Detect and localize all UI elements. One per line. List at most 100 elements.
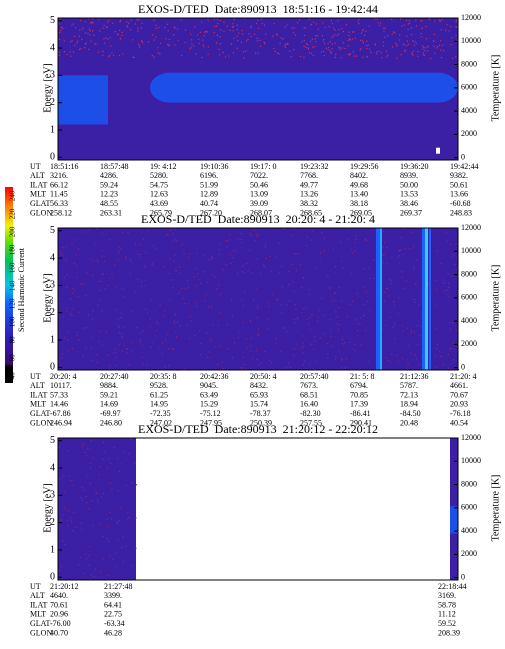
noise (90, 440, 92, 442)
noise (142, 330, 144, 332)
cell: 38.32 (300, 199, 318, 208)
noise (205, 293, 208, 295)
cell: 70.61 (50, 600, 68, 609)
noise (96, 259, 98, 261)
noise (428, 18, 430, 21)
noise (377, 22, 379, 24)
noise (304, 27, 306, 29)
noise (236, 35, 238, 37)
noise (219, 312, 221, 314)
noise (211, 274, 213, 276)
noise (350, 273, 352, 275)
noise (211, 339, 213, 342)
noise (132, 56, 134, 58)
noise (175, 331, 177, 333)
noise (345, 24, 348, 26)
noise (152, 341, 154, 344)
noise (190, 46, 192, 48)
colorbar-tick-label: 140 (9, 280, 17, 291)
noise (368, 25, 370, 27)
noise (302, 342, 305, 344)
cell: 6794. (350, 381, 368, 390)
noise (287, 43, 289, 45)
noise (116, 522, 119, 524)
colorbar-tick-label: 120 (9, 298, 17, 309)
noise (303, 27, 305, 29)
noise (286, 24, 288, 26)
noise (355, 55, 357, 57)
noise (222, 269, 224, 271)
noise (273, 48, 275, 50)
noise (90, 40, 92, 42)
noise (305, 307, 307, 309)
noise (88, 18, 90, 20)
noise (144, 308, 146, 310)
noise (242, 51, 245, 53)
noise (233, 37, 235, 39)
noise (447, 293, 449, 295)
noise (402, 329, 404, 332)
noise (306, 318, 308, 320)
cell: 13.66 (450, 190, 468, 199)
noise (161, 353, 163, 355)
noise (317, 316, 319, 318)
noise (242, 321, 244, 324)
cell: 72.13 (400, 390, 418, 399)
noise (259, 39, 261, 41)
noise (255, 233, 258, 235)
spectrogram-stripe (380, 228, 382, 370)
noise (292, 281, 294, 283)
noise (126, 25, 128, 27)
noise (303, 40, 305, 42)
y-axis-label: Energy [eV] (42, 273, 53, 323)
noise (141, 356, 144, 358)
noise (360, 344, 362, 346)
cell: 12.63 (150, 190, 168, 199)
noise (405, 280, 407, 282)
noise (173, 26, 175, 28)
cell: -84.50 (400, 409, 421, 418)
noise (70, 520, 72, 522)
noise (66, 274, 68, 276)
cell: 21:12:36 (400, 372, 428, 381)
noise (124, 257, 127, 260)
noise (120, 316, 122, 319)
cell: 19:23:32 (300, 162, 328, 171)
noise (439, 20, 442, 22)
noise (99, 330, 101, 332)
noise (401, 325, 403, 327)
noise (139, 333, 141, 335)
noise (250, 321, 252, 323)
noise (84, 32, 87, 34)
noise (288, 283, 290, 286)
noise (199, 279, 201, 281)
noise (447, 354, 450, 356)
noise (449, 329, 451, 331)
noise (307, 47, 309, 49)
noise (388, 295, 390, 297)
noise (455, 56, 457, 58)
noise (129, 438, 131, 440)
noise (84, 489, 86, 492)
cell: 50.61 (450, 180, 468, 189)
noise (420, 32, 422, 35)
noise (67, 350, 69, 352)
panel: EXOS-D/TED Date:890913 18:51:16 - 19:42:… (30, 2, 501, 218)
noise (308, 323, 310, 326)
noise (267, 318, 269, 320)
noise (345, 358, 347, 360)
noise (90, 574, 92, 576)
noise (303, 56, 305, 58)
noise (149, 325, 151, 327)
noise (89, 546, 91, 548)
colorbar-tick-label: 180 (9, 244, 17, 255)
noise (307, 48, 310, 50)
cell: 19:42:44 (450, 162, 478, 171)
cell: 49.68 (350, 180, 368, 189)
noise (154, 247, 157, 249)
noise (380, 52, 383, 54)
cell: 14.95 (150, 400, 168, 409)
cell: 8939. (400, 171, 418, 180)
noise (220, 293, 222, 295)
noise (208, 259, 210, 261)
